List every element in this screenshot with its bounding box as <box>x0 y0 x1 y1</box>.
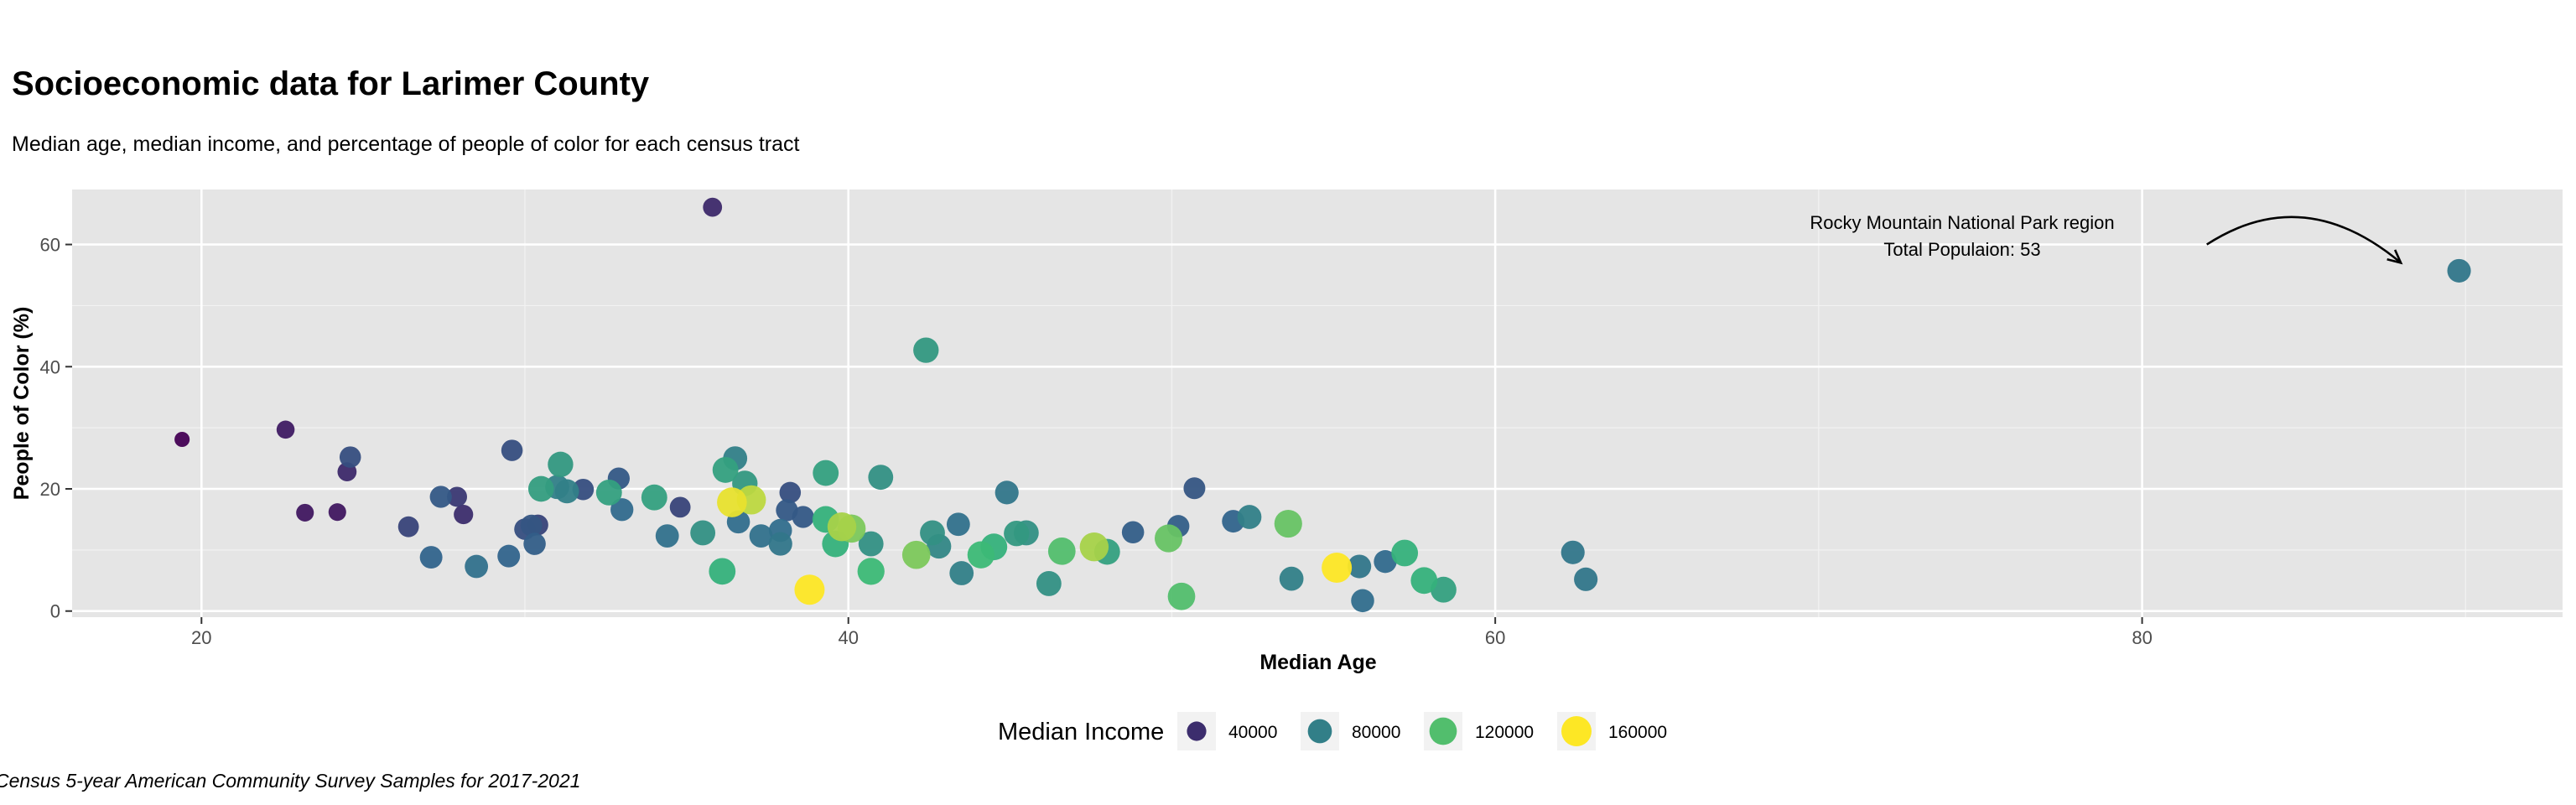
annotation: Rocky Mountain National Park region Tota… <box>1810 212 2403 265</box>
data-point <box>827 512 857 542</box>
annotation-line-2: Total Populaion: 53 <box>1883 239 2040 260</box>
grid-lines <box>72 190 2563 617</box>
data-point <box>995 480 1019 505</box>
data-point <box>1322 552 1353 583</box>
y-tick-label: 0 <box>50 601 60 622</box>
data-point <box>429 486 452 508</box>
legend-title: Median Income <box>998 719 1164 745</box>
data-point <box>1574 567 1598 591</box>
caption: Census 5-year American Community Survey … <box>0 770 581 792</box>
data-point <box>520 514 543 537</box>
data-point <box>454 505 474 525</box>
y-tick-label: 40 <box>40 356 60 377</box>
data-point <box>690 520 716 546</box>
data-point <box>857 558 885 585</box>
data-point <box>1274 509 1302 538</box>
data-point <box>2447 258 2471 283</box>
data-point <box>501 439 523 461</box>
data-point <box>328 503 346 522</box>
x-tick-label: 60 <box>1485 627 1505 648</box>
legend-swatch <box>1187 721 1207 741</box>
data-point <box>901 540 931 569</box>
x-axis-title: Median Age <box>1259 651 1376 674</box>
x-tick-label: 40 <box>838 627 858 648</box>
data-point <box>397 516 419 538</box>
data-point <box>768 532 792 556</box>
data-points <box>174 197 2471 613</box>
data-point <box>712 456 739 483</box>
data-point <box>1374 550 1397 574</box>
data-point <box>527 475 554 502</box>
data-point <box>1036 571 1062 596</box>
data-point <box>703 197 723 217</box>
data-point <box>548 451 574 478</box>
data-point <box>465 554 489 579</box>
data-point <box>1410 567 1438 595</box>
legend-label: 120000 <box>1475 723 1534 742</box>
annotation-arrowhead <box>2386 249 2403 265</box>
y-tick-label: 20 <box>40 479 60 500</box>
data-point <box>1047 537 1076 565</box>
axes: 20 40 60 80 0 20 40 60 <box>40 235 2153 648</box>
legend-swatch <box>1307 719 1332 744</box>
data-point <box>709 558 736 585</box>
data-point <box>610 498 634 522</box>
annotation-arrow <box>2206 216 2402 264</box>
x-tick-label: 80 <box>2132 627 2152 648</box>
data-point <box>419 546 443 569</box>
data-point <box>1004 521 1030 547</box>
legend-label: 80000 <box>1352 723 1400 742</box>
data-point <box>813 460 839 486</box>
data-point <box>1154 524 1183 553</box>
data-point <box>1391 539 1419 567</box>
data-point <box>1561 540 1585 564</box>
legend: Median Income 40000 80000 120000 160000 <box>998 712 1667 750</box>
data-point <box>868 465 894 491</box>
data-point <box>949 561 974 585</box>
data-point <box>595 479 622 506</box>
data-point <box>749 524 773 548</box>
plot-panel <box>72 190 2563 617</box>
data-point <box>1351 589 1374 613</box>
data-point <box>794 574 825 605</box>
data-point <box>1348 554 1372 579</box>
data-point <box>446 486 468 507</box>
data-point <box>1279 566 1304 591</box>
data-point <box>946 512 970 537</box>
data-point <box>717 487 747 517</box>
x-tick-label: 20 <box>191 627 211 648</box>
data-point <box>792 506 814 528</box>
data-point <box>554 479 579 504</box>
data-point <box>339 446 361 468</box>
data-point <box>858 531 884 557</box>
chart-title: Socioeconomic data for Larimer County <box>12 65 650 102</box>
data-point <box>1079 532 1109 562</box>
legend-label: 160000 <box>1608 723 1667 742</box>
data-point <box>913 337 939 363</box>
data-point <box>497 544 521 568</box>
data-point <box>276 420 295 439</box>
y-tick-label: 60 <box>40 235 60 256</box>
data-point <box>174 431 190 448</box>
data-point <box>296 503 314 522</box>
data-point <box>1183 477 1206 500</box>
data-point <box>669 496 691 518</box>
data-point <box>655 524 679 548</box>
data-point <box>967 541 995 569</box>
data-point <box>523 532 546 555</box>
data-point <box>641 484 667 511</box>
data-point <box>1167 582 1196 610</box>
y-axis-title: People of Color (%) <box>10 307 34 501</box>
data-point <box>920 520 945 546</box>
legend-swatch <box>1429 717 1457 745</box>
data-point <box>1237 505 1262 529</box>
annotation-line-1: Rocky Mountain National Park region <box>1810 212 2114 233</box>
chart-subtitle: Median age, median income, and percentag… <box>12 132 800 156</box>
legend-swatch <box>1561 716 1592 746</box>
data-point <box>1121 521 1145 543</box>
legend-label: 40000 <box>1228 723 1277 742</box>
data-point <box>779 481 802 504</box>
